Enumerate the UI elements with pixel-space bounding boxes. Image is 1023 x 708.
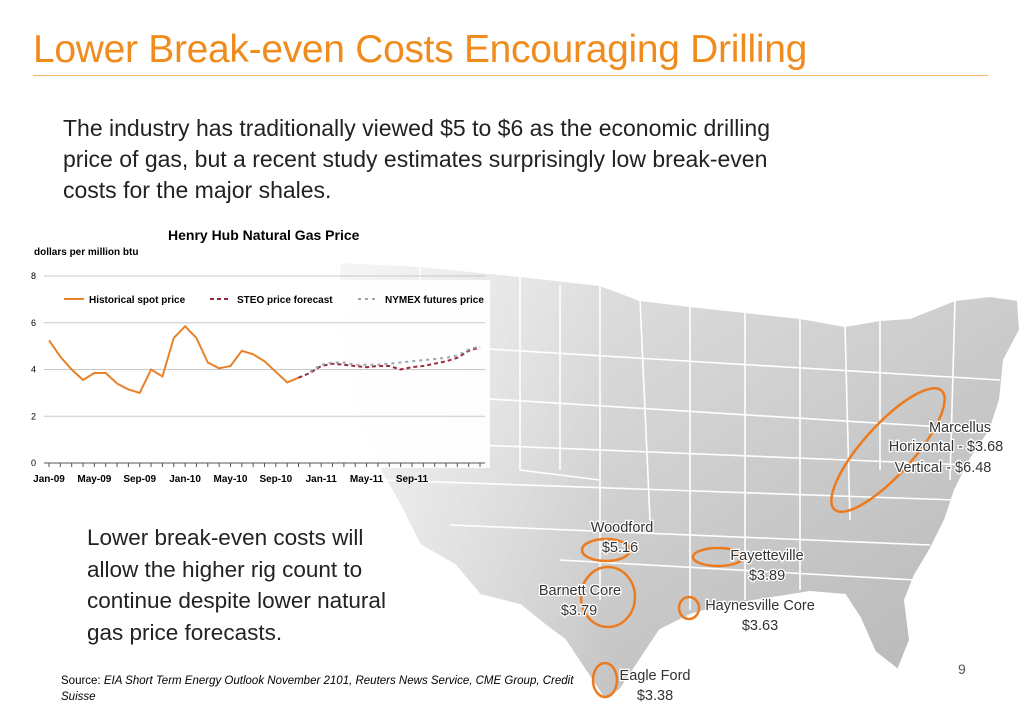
- x-tick-label: Jan-10: [169, 474, 201, 485]
- play-label: Fayetteville: [730, 548, 803, 564]
- source-label: Source:: [61, 675, 101, 687]
- x-tick-label: Sep-10: [259, 474, 292, 485]
- play-label: $3.63: [742, 618, 778, 634]
- play-label: Marcellus: [929, 420, 991, 436]
- series-line-1: [298, 346, 481, 379]
- x-tick-label: Sep-09: [123, 474, 156, 485]
- x-tick-label: Jan-11: [306, 474, 338, 485]
- y-tick-label: 2: [31, 411, 36, 421]
- x-tick-label: May-11: [350, 474, 384, 485]
- legend-label: NYMEX futures price: [385, 295, 484, 306]
- play-label: Woodford: [591, 520, 654, 536]
- play-label: $3.89: [749, 568, 785, 584]
- chart-title: Henry Hub Natural Gas Price: [168, 227, 360, 243]
- marcellus-oval: [830, 386, 946, 514]
- chart-y-axis-label: dollars per million btu: [34, 247, 139, 258]
- play-label: Haynesville Core: [705, 598, 815, 614]
- play-label: $5.16: [602, 540, 638, 556]
- play-label: $3.38: [637, 688, 673, 704]
- x-tick-label: Sep-11: [396, 474, 429, 485]
- x-tick-label: Jan-09: [33, 474, 65, 485]
- barnett-oval: [579, 565, 637, 629]
- y-tick-label: 6: [31, 318, 36, 328]
- woodford-oval: [580, 537, 632, 563]
- legend-label: Historical spot price: [89, 295, 186, 306]
- source-text: EIA Short Term Energy Outlook November 2…: [61, 675, 574, 703]
- chart-legend: Historical spot price STEO price forecast…: [64, 295, 484, 306]
- play-label: Barnett Core: [539, 583, 621, 599]
- x-tick-label: May-09: [77, 474, 111, 485]
- chart-background: [44, 280, 490, 468]
- play-label: Horizontal - $3.68: [889, 439, 1003, 455]
- haynesville-oval: [677, 595, 701, 621]
- play-label: Eagle Ford: [620, 668, 691, 684]
- series-line-0: [48, 324, 299, 395]
- y-tick-label: 4: [31, 365, 36, 375]
- intro-paragraph: The industry has traditionally viewed $5…: [63, 115, 770, 203]
- legend-label: STEO price forecast: [237, 295, 333, 306]
- chart-series: [48, 324, 481, 395]
- body-paragraph: Lower break-even costs will allow the hi…: [87, 525, 386, 645]
- x-tick-label: May-10: [214, 474, 248, 485]
- y-tick-label: 8: [31, 271, 36, 281]
- title-divider: [33, 75, 988, 76]
- eagle-ford-oval: [591, 661, 619, 699]
- source-footnote: Source: EIA Short Term Energy Outlook No…: [61, 673, 581, 705]
- fayetteville-oval: [691, 546, 745, 568]
- chart-y-ticks: 0 2 4 6 8: [31, 271, 36, 468]
- page-number: 9: [958, 661, 966, 677]
- y-tick-label: 0: [31, 458, 36, 468]
- play-label: $3.79: [561, 603, 597, 619]
- chart-x-axis: Jan-09 May-09 Sep-09 Jan-10 May-10 Sep-10 Jan-…: [33, 462, 485, 485]
- series-line-2: [309, 345, 481, 373]
- play-label: Vertical - $6.48: [895, 460, 992, 476]
- slide-title: Lower Break-even Costs Encouraging Drill…: [33, 28, 807, 71]
